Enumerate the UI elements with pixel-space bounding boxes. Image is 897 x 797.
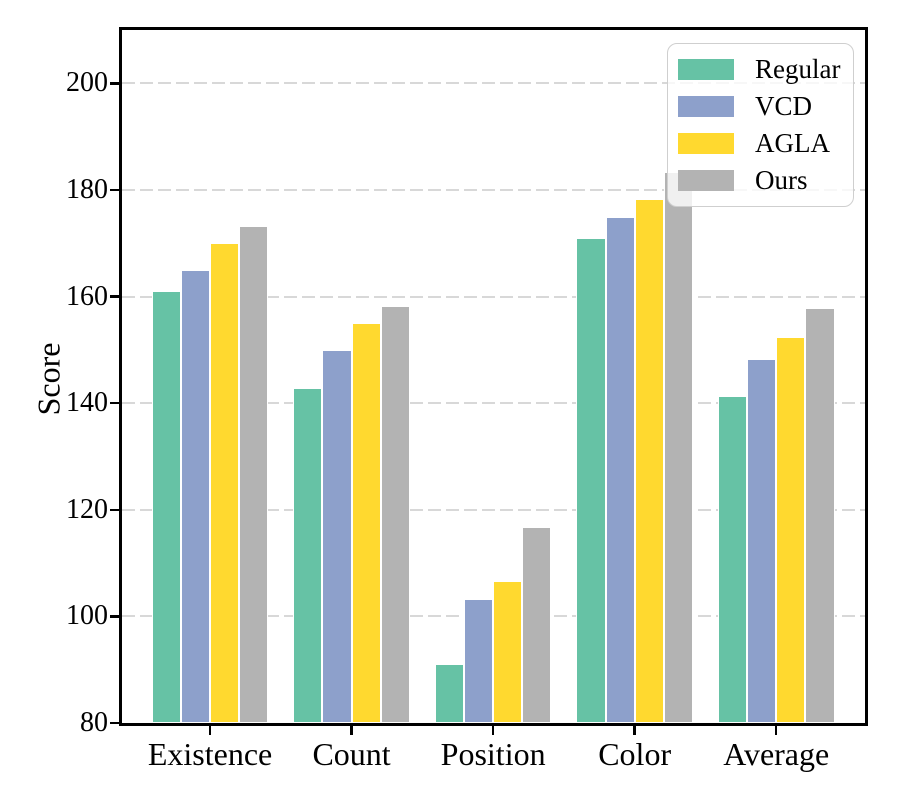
bar-vcd-position (463, 598, 494, 723)
bar-ours-position (522, 527, 552, 723)
bar-vcd-color (605, 216, 635, 723)
bar-vcd-average (747, 358, 777, 723)
bar-ours-existence (239, 225, 269, 723)
x-tick-mark-count (350, 726, 353, 735)
bar-agla-existence (210, 243, 240, 723)
bar-regular-count (293, 388, 323, 723)
y-tick-mark-200 (110, 82, 119, 85)
legend: Regular VCD AGLA Ours (667, 43, 854, 207)
x-tick-label-existence: Existence (147, 736, 273, 772)
x-tick-mark-existence (208, 726, 212, 735)
bar-agla-color (634, 198, 664, 723)
gridline-140 (122, 402, 865, 405)
bar-agla-average (776, 336, 806, 723)
legend-label-ours: Ours (755, 165, 808, 195)
legend-label-agla: AGLA (755, 128, 830, 158)
y-tick-mark-80 (110, 721, 119, 725)
legend-swatch-vcd-icon (678, 96, 734, 117)
x-tick-label-count: Count (312, 736, 391, 772)
y-tick-label-100: 100 (66, 600, 108, 632)
bar-vcd-existence (180, 269, 211, 723)
y-tick-mark-160 (110, 295, 119, 298)
y-tick-label-80: 80 (80, 707, 108, 738)
legend-item-regular: Regular (678, 56, 849, 83)
plot-area: Regular VCD AGLA Ours (119, 27, 868, 726)
y-tick-label-180: 180 (66, 173, 108, 205)
bar-regular-average (717, 395, 748, 723)
x-tick-mark-color (633, 726, 636, 735)
bar-regular-color (576, 237, 606, 723)
bar-agla-position (493, 580, 523, 723)
legend-label-regular: Regular (755, 54, 841, 84)
legend-item-vcd: VCD (678, 93, 849, 120)
y-tick-label-140: 140 (66, 387, 108, 419)
y-tick-mark-180 (110, 188, 119, 192)
bar-regular-existence (151, 291, 181, 723)
legend-item-ours: Ours (678, 167, 849, 194)
legend-swatch-regular-icon (678, 59, 734, 80)
y-tick-mark-140 (110, 401, 119, 405)
y-tick-mark-120 (110, 508, 119, 512)
legend-label-vcd: VCD (755, 91, 813, 121)
x-tick-label-average: Average (723, 736, 830, 772)
bar-vcd-count (322, 349, 352, 723)
legend-item-agla: AGLA (678, 130, 849, 157)
y-tick-label-200: 200 (66, 67, 108, 99)
y-tick-mark-100 (110, 615, 119, 618)
x-tick-label-color: Color (598, 736, 672, 772)
gridline-200 (122, 82, 865, 85)
bar-ours-count (380, 305, 410, 723)
gridline-180 (122, 188, 865, 191)
y-tick-label-160: 160 (66, 280, 108, 312)
y-tick-label-120: 120 (66, 493, 108, 525)
x-tick-mark-position (491, 726, 495, 735)
bar-ours-average (805, 307, 835, 723)
x-tick-label-position: Position (440, 736, 546, 772)
bar-ours-color (663, 172, 693, 723)
x-tick-mark-average (774, 726, 778, 735)
legend-swatch-agla-icon (678, 133, 734, 154)
gridline-120 (122, 508, 865, 511)
bar-agla-count (351, 323, 381, 723)
legend-swatch-ours-icon (678, 170, 734, 191)
gridline-160 (122, 295, 865, 298)
bar-regular-position (434, 664, 464, 723)
